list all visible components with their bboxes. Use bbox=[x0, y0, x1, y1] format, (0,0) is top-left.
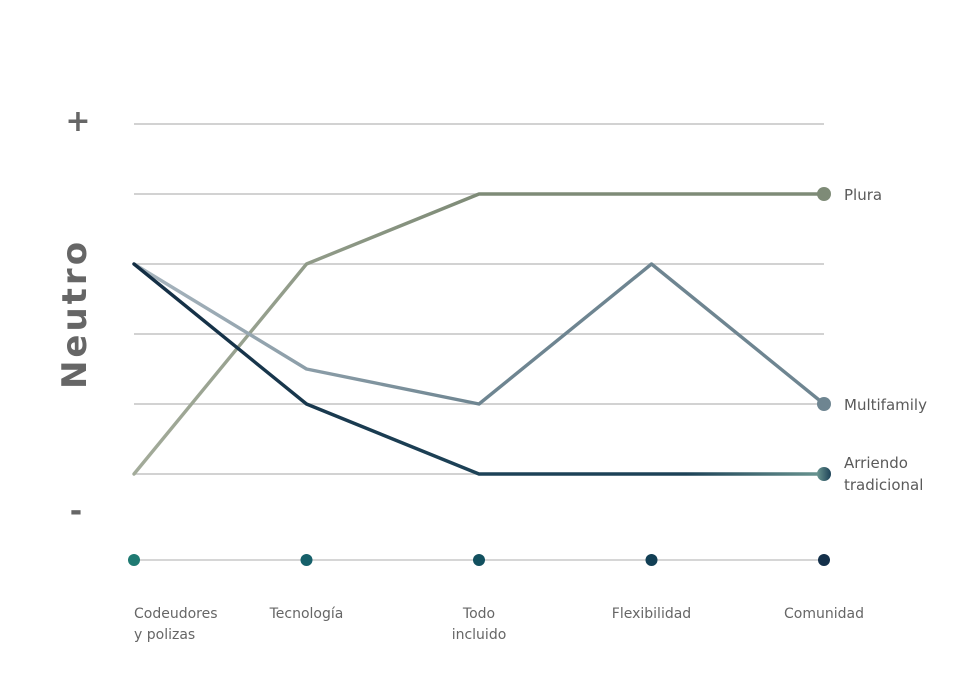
series-lines bbox=[132, 187, 831, 481]
series-line bbox=[132, 262, 826, 406]
series-label: Arriendo tradicional bbox=[844, 454, 923, 494]
category-dot bbox=[645, 554, 658, 566]
series-line bbox=[132, 262, 826, 476]
category-tick-label: Todo incluido bbox=[452, 606, 507, 643]
category-tick-label: Codeudores y polizas bbox=[134, 606, 218, 643]
y-top-label: + bbox=[65, 104, 90, 139]
category-tick-label: Comunidad bbox=[784, 606, 864, 622]
category-dot bbox=[128, 554, 140, 566]
series-end-marker bbox=[817, 397, 831, 411]
series-label: Plura bbox=[844, 186, 882, 204]
y-bottom-label: - bbox=[70, 494, 82, 529]
series-labels: Plura Multifamily Arriendo tradicional bbox=[844, 186, 927, 494]
category-dot bbox=[473, 554, 485, 566]
grid-lines bbox=[134, 123, 824, 475]
series-end-marker bbox=[817, 467, 831, 481]
category-tick-label: Tecnología bbox=[269, 606, 344, 622]
series-label: Multifamily bbox=[844, 396, 927, 414]
y-axis-title: Neutro bbox=[55, 239, 95, 389]
category-dot bbox=[818, 554, 830, 566]
category-axis: Codeudores y polizas Tecnología Todo incluid… bbox=[128, 554, 864, 643]
series-end-marker bbox=[817, 187, 831, 201]
category-tick-label: Flexibilidad bbox=[612, 606, 691, 622]
category-dot bbox=[300, 554, 313, 566]
